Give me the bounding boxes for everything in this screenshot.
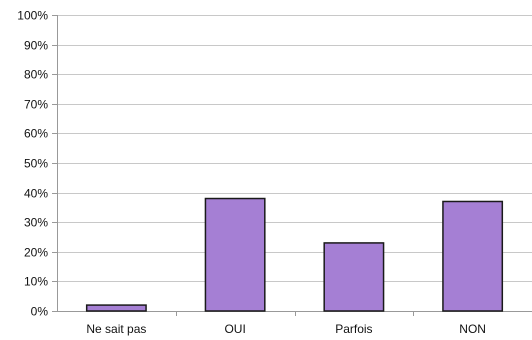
x-tick-label: NON (459, 322, 486, 336)
y-tick-label: 0% (31, 305, 49, 319)
y-tick-label: 20% (24, 246, 48, 260)
x-tick-label: OUI (224, 322, 245, 336)
x-tick-label: Parfois (335, 322, 372, 336)
grid-lines (57, 15, 532, 282)
y-tick-label: 10% (24, 275, 48, 289)
y-tick-label: 50% (24, 157, 48, 171)
y-tick-label: 60% (24, 127, 48, 141)
bar (85, 304, 147, 312)
bar (442, 200, 504, 312)
x-tick-label: Ne sait pas (86, 322, 146, 336)
y-tick-label: 90% (24, 39, 48, 53)
x-tick-labels: Ne sait pas OUI Parfois NON (86, 322, 486, 336)
y-tick-label: 30% (24, 216, 48, 230)
y-tick-label: 70% (24, 98, 48, 112)
y-tick-label: 100% (17, 9, 48, 23)
y-tick-label: 40% (24, 187, 48, 201)
bars (85, 197, 504, 312)
bar (204, 197, 266, 312)
y-tick-label: 80% (24, 68, 48, 82)
y-tick-labels: 0% 10% 20% 30% 40% 50% 60% 70% 80% 90% 100% (17, 9, 48, 319)
bar (323, 242, 385, 312)
